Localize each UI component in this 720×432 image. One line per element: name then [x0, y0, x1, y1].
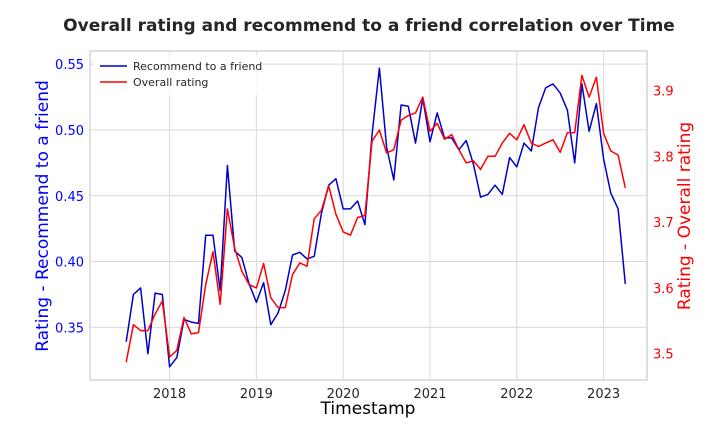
legend-label-overall: Overall rating: [133, 76, 208, 89]
left-tick-label: 0.40: [55, 256, 84, 271]
tick-layer: 2018 2019 2020 2021 2022 2023 0.35 0.40 0.45 0.50…: [55, 58, 674, 402]
right-tick-label: 3.6: [653, 282, 674, 297]
right-tick-label: 3.9: [653, 84, 674, 99]
chart-title: Overall rating and recommend to a friend…: [63, 16, 675, 36]
legend-label-recommend: Recommend to a friend: [133, 60, 262, 73]
x-tick-label: 2021: [413, 387, 446, 402]
x-tick-label: 2019: [240, 387, 273, 402]
left-tick-label: 0.45: [55, 190, 84, 205]
series-layer: [125, 67, 627, 368]
legend: Recommend to a friend Overall rating: [94, 55, 262, 95]
series-line-recommend: [125, 67, 627, 368]
x-axis-label: Timestamp: [320, 399, 416, 419]
x-tick-label: 2018: [153, 387, 186, 402]
right-tick-label: 3.7: [653, 216, 674, 231]
x-tick-label: 2020: [327, 387, 360, 402]
series-line-overall: [125, 74, 627, 363]
left-tick-label: 0.35: [55, 321, 84, 336]
x-tick-label: 2022: [500, 387, 533, 402]
right-tick-label: 3.5: [653, 348, 674, 363]
left-axis-label: Rating - Recommend to a friend: [33, 80, 53, 352]
left-tick-label: 0.55: [55, 58, 84, 73]
legend-box: [94, 55, 262, 95]
right-axis-label: Rating - Overall rating: [675, 122, 695, 310]
right-tick-label: 3.8: [653, 150, 674, 165]
x-tick-label: 2023: [587, 387, 620, 402]
left-tick-label: 0.50: [55, 124, 84, 139]
